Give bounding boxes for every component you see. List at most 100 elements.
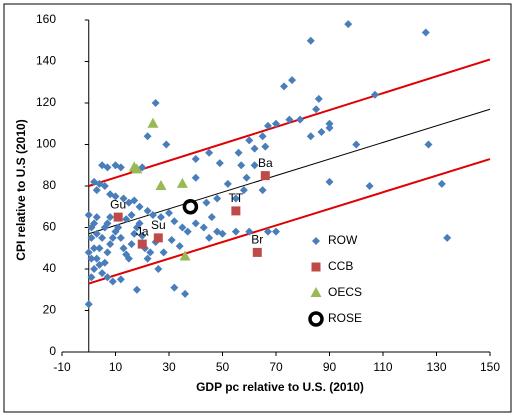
fit-line [88, 158, 491, 285]
point [213, 194, 222, 203]
point [312, 105, 321, 114]
point [92, 254, 101, 263]
point [98, 269, 107, 278]
x-tick-label: 90 [323, 360, 337, 374]
fit-line [88, 108, 491, 235]
x-tick-label: 110 [373, 360, 392, 374]
point [132, 285, 141, 294]
point [170, 283, 179, 292]
point [155, 180, 167, 190]
point [237, 161, 246, 170]
point [183, 227, 192, 236]
point [245, 136, 254, 145]
point [325, 177, 334, 186]
legend-marker [310, 287, 322, 297]
point [352, 140, 361, 149]
point [205, 233, 214, 242]
legend-label: ROSE [328, 311, 362, 325]
point [148, 211, 157, 220]
point [272, 119, 280, 128]
point [143, 132, 152, 141]
point [317, 128, 326, 137]
point [147, 117, 159, 128]
point [175, 242, 184, 251]
point [151, 99, 160, 107]
point [100, 258, 109, 267]
point [116, 233, 125, 242]
point [165, 208, 173, 217]
point [261, 142, 270, 151]
point-label: Ja [136, 224, 149, 238]
legend-marker [311, 262, 321, 272]
point [179, 250, 191, 261]
x-tick-label: 50 [216, 360, 230, 374]
y-tick-label: 40 [43, 261, 57, 275]
point [443, 233, 452, 242]
point [143, 254, 152, 263]
point [106, 213, 115, 222]
y-tick-label: 160 [36, 12, 56, 26]
legend-marker [308, 311, 324, 327]
legend-marker [312, 237, 320, 245]
point [424, 140, 433, 149]
x-tick-label: 30 [162, 360, 176, 374]
point [205, 148, 214, 157]
point [90, 219, 99, 228]
point [92, 186, 101, 195]
point [103, 273, 112, 282]
point [218, 229, 227, 238]
y-tick-label: 80 [43, 178, 57, 192]
point [306, 132, 315, 141]
point [296, 115, 305, 124]
point [252, 247, 262, 257]
point [162, 140, 171, 149]
point [124, 254, 133, 263]
point [84, 248, 93, 257]
point [272, 227, 280, 236]
point [191, 173, 200, 182]
x-tick-label: 130 [426, 360, 446, 374]
y-tick-label: 140 [36, 54, 56, 68]
point-label: Ba [258, 156, 273, 170]
point [116, 275, 125, 284]
point [84, 300, 93, 309]
point [182, 199, 199, 215]
point [131, 163, 143, 174]
point [154, 265, 163, 273]
point [421, 28, 430, 37]
point [111, 192, 120, 201]
point [122, 215, 131, 224]
point [223, 179, 232, 188]
point [90, 265, 99, 273]
y-tick-label: 60 [43, 220, 57, 234]
point [288, 76, 297, 85]
point [146, 248, 155, 257]
point [280, 82, 289, 91]
point [231, 194, 240, 203]
point [113, 212, 123, 222]
point [245, 227, 254, 236]
point [325, 119, 334, 128]
point [258, 132, 267, 141]
point [231, 206, 241, 216]
point [103, 248, 112, 257]
point [191, 219, 200, 228]
point [130, 196, 139, 205]
point [108, 277, 117, 286]
point [119, 244, 128, 253]
point [215, 159, 224, 168]
point [143, 206, 152, 215]
legend-label: ROW [328, 233, 358, 247]
point [181, 289, 190, 298]
point [242, 173, 251, 182]
point [234, 148, 243, 157]
point [176, 177, 188, 188]
point [90, 244, 99, 253]
point [87, 254, 96, 263]
legend-label: CCB [328, 259, 353, 273]
legend-label: OECS [328, 285, 362, 299]
point [103, 163, 112, 172]
point [199, 223, 208, 232]
point [111, 161, 120, 170]
point [306, 36, 315, 45]
